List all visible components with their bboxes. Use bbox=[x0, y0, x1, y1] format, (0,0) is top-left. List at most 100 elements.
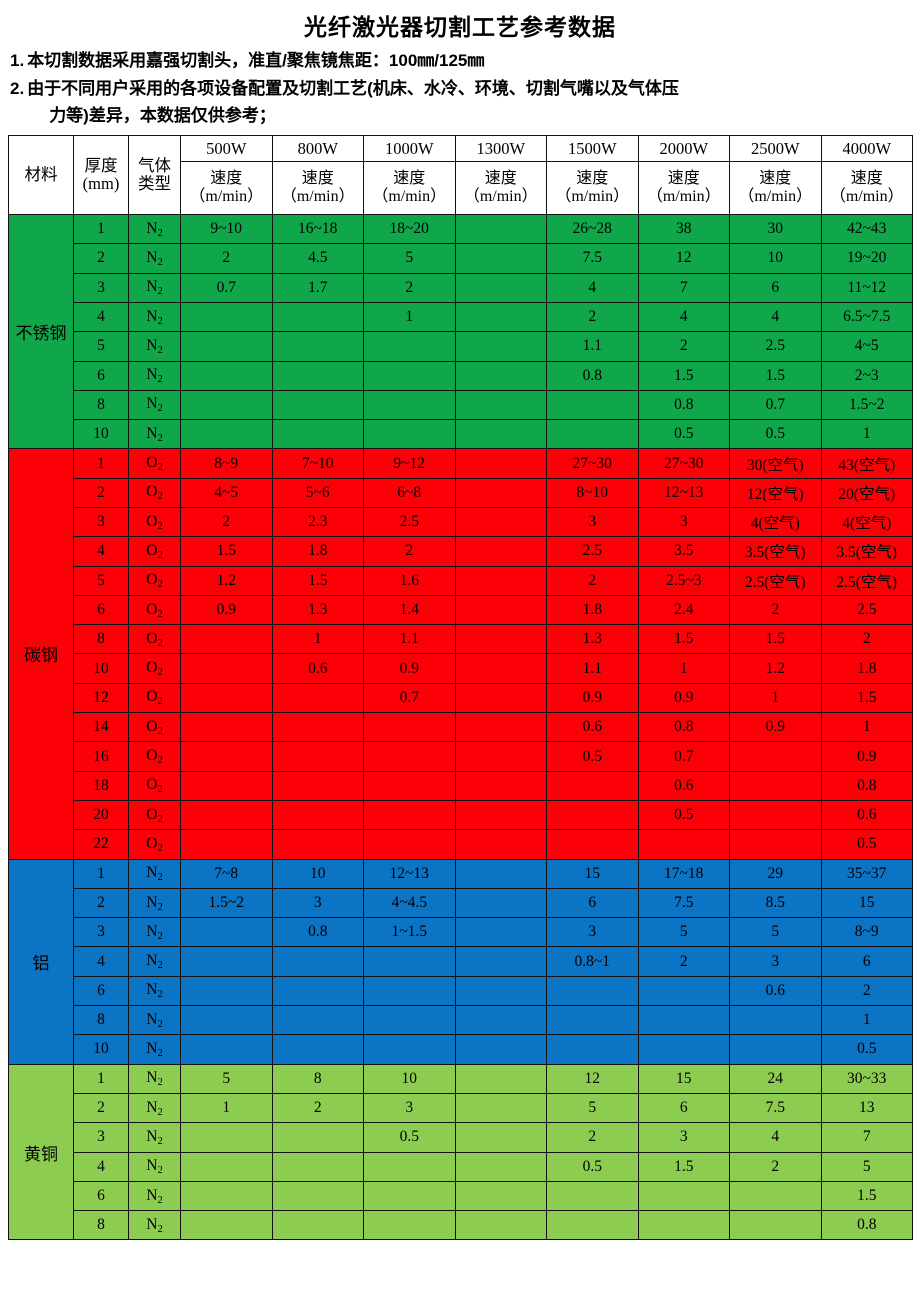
speed-cell-4000w: 3.5(空气) bbox=[820, 536, 913, 567]
gas-subscript: 2 bbox=[157, 579, 163, 591]
speed-cell-800w bbox=[271, 1122, 364, 1153]
speed-cell-1300w bbox=[454, 301, 547, 333]
speed-cell-2500w: 4 bbox=[729, 301, 822, 333]
speed-cell-1000w: 3 bbox=[363, 1092, 456, 1124]
thickness-cell: 4 bbox=[73, 536, 129, 567]
speed-cell-800w bbox=[271, 301, 364, 333]
table-row: 2 N2 1 2 3 5 6 7.5 13 bbox=[9, 1092, 913, 1124]
speed-cell-2000w: 2.5~3 bbox=[637, 565, 730, 596]
gas-subscript: 2 bbox=[157, 1165, 163, 1177]
gas-type-cell: N2 bbox=[128, 331, 181, 362]
gas-symbol: N bbox=[146, 1186, 158, 1204]
table-row: 10 N2 0.5 bbox=[9, 1034, 913, 1065]
speed-cell-1000w bbox=[363, 975, 456, 1007]
speed-unit: （m/min） bbox=[372, 188, 447, 206]
gas-symbol: O bbox=[146, 688, 158, 706]
speed-unit: （m/min） bbox=[189, 188, 264, 206]
speed-cell-1300w bbox=[454, 1063, 547, 1094]
speed-cell-2500w bbox=[729, 829, 822, 860]
gas-type-cell: O2 bbox=[128, 741, 181, 772]
gas-type-cell: O2 bbox=[128, 565, 181, 596]
speed-cell-1300w bbox=[454, 741, 547, 772]
speed-cell-1500w: 0.5 bbox=[546, 1151, 639, 1182]
speed-cell-800w: 1.8 bbox=[271, 536, 364, 567]
speed-cell-2500w: 24 bbox=[729, 1063, 822, 1094]
speed-cell-2000w: 0.6 bbox=[637, 770, 730, 801]
speed-cell-1300w bbox=[454, 770, 547, 801]
speed-cell-1500w: 12 bbox=[546, 1063, 639, 1094]
table-row: 4 N2 1 2 4 4 6.5~7.5 bbox=[9, 301, 913, 333]
speed-cell-4000w: 4~5 bbox=[820, 331, 913, 362]
table-row: 3 O2 2 2.3 2.5 3 3 4(空气) 4(空气) bbox=[9, 506, 913, 538]
note-text: 本切割数据采用嘉强切割头，准直/聚焦镜焦距：100㎜/125㎜ bbox=[27, 51, 485, 70]
speed-cell-1000w bbox=[363, 946, 456, 977]
speed-cell-4000w: 2~3 bbox=[820, 360, 913, 391]
speed-cell-500w bbox=[180, 1151, 273, 1182]
speed-cell-1300w bbox=[454, 858, 547, 889]
speed-cell-2000w: 17~18 bbox=[637, 858, 730, 889]
speed-cell-2500w bbox=[729, 1034, 822, 1065]
gas-symbol: N bbox=[146, 307, 158, 325]
speed-cell-1300w bbox=[454, 887, 547, 919]
speed-cell-1000w: 1.6 bbox=[363, 565, 456, 596]
thickness-cell: 3 bbox=[73, 917, 129, 948]
speed-cell-500w: 2 bbox=[180, 243, 273, 274]
table-row: 碳钢 1 O2 8~9 7~10 9~12 27~30 27~30 30(空气) 43(空气) bbox=[8, 448, 913, 860]
table-row: 黄铜 1 N2 5 8 10 12 15 24 30~33 bbox=[8, 1063, 913, 1241]
speed-cell-2500w: 1.5 bbox=[729, 360, 822, 391]
thickness-cell: 1 bbox=[73, 858, 129, 889]
gas-subscript: 2 bbox=[157, 549, 163, 561]
speed-cell-1300w bbox=[454, 448, 547, 479]
header-power-1000w: 1000W bbox=[363, 135, 456, 163]
table-row: 22 O2 0.5 bbox=[9, 829, 913, 860]
header-row-power: 材料 厚度 (mm) 气体 类型 500W 800W 1000W 1300W 1… bbox=[8, 135, 913, 216]
speed-cell-500w: 2 bbox=[180, 506, 273, 538]
thickness-cell: 5 bbox=[73, 565, 129, 596]
gas-subscript: 2 bbox=[157, 1223, 163, 1235]
speed-cell-2000w: 0.8 bbox=[637, 389, 730, 421]
gas-symbol: N bbox=[146, 219, 158, 237]
gas-symbol: N bbox=[146, 336, 158, 354]
table-row: 不锈钢 1 N2 9~10 16~18 18~20 26~28 38 30 42~43 bbox=[8, 214, 913, 450]
gas-symbol: O bbox=[146, 717, 158, 735]
gas-symbol: N bbox=[146, 864, 158, 882]
speed-cell-4000w: 20(空气) bbox=[820, 477, 913, 509]
speed-cell-4000w: 19~20 bbox=[820, 243, 913, 274]
speed-cell-4000w: 2.5(空气) bbox=[820, 565, 913, 596]
gas-subscript: 2 bbox=[157, 286, 163, 298]
speed-cell-2500w bbox=[729, 1180, 822, 1212]
speed-cell-800w bbox=[271, 1034, 364, 1065]
thickness-cell: 16 bbox=[73, 741, 129, 772]
speed-cell-500w bbox=[180, 1005, 273, 1036]
speed-cell-2000w: 1.5 bbox=[637, 360, 730, 391]
gas-subscript: 2 bbox=[157, 608, 163, 620]
speed-cell-4000w: 13 bbox=[820, 1092, 913, 1124]
speed-cell-2500w: 6 bbox=[729, 272, 822, 303]
speed-cell-1500w bbox=[546, 829, 639, 860]
speed-cell-800w: 1.5 bbox=[271, 565, 364, 596]
speed-cell-1500w: 6 bbox=[546, 887, 639, 919]
speed-cell-500w bbox=[180, 712, 273, 743]
thickness-cell: 10 bbox=[73, 653, 129, 684]
speed-cell-1000w: 0.7 bbox=[363, 682, 456, 714]
speed-cell-4000w: 1 bbox=[820, 712, 913, 743]
speed-cell-2000w: 1 bbox=[637, 653, 730, 684]
header-speed-2500w: 速度 （m/min） bbox=[729, 161, 822, 216]
table-row: 2 O2 4~5 5~6 6~8 8~10 12~13 12(空气) 20(空气) bbox=[9, 477, 913, 509]
speed-cell-500w bbox=[180, 1122, 273, 1153]
gas-symbol: N bbox=[146, 893, 158, 911]
speed-cell-2000w: 0.5 bbox=[637, 799, 730, 831]
speed-cell-2000w: 3 bbox=[637, 1122, 730, 1153]
thickness-cell: 4 bbox=[73, 301, 129, 333]
speed-cell-500w: 1 bbox=[180, 1092, 273, 1124]
header-thickness-line1: 厚度 bbox=[84, 155, 118, 175]
thickness-cell: 6 bbox=[73, 594, 129, 626]
thickness-cell: 10 bbox=[73, 1034, 129, 1065]
table-row: 16 O2 0.5 0.7 0.9 bbox=[9, 741, 913, 772]
material-cell: 碳钢 bbox=[8, 448, 74, 860]
gas-type-cell: N2 bbox=[128, 272, 181, 303]
gas-subscript: 2 bbox=[157, 1077, 163, 1089]
speed-cell-1000w: 9~12 bbox=[363, 448, 456, 479]
note-number: 1. bbox=[10, 51, 25, 70]
speed-cell-4000w: 2.5 bbox=[820, 594, 913, 626]
